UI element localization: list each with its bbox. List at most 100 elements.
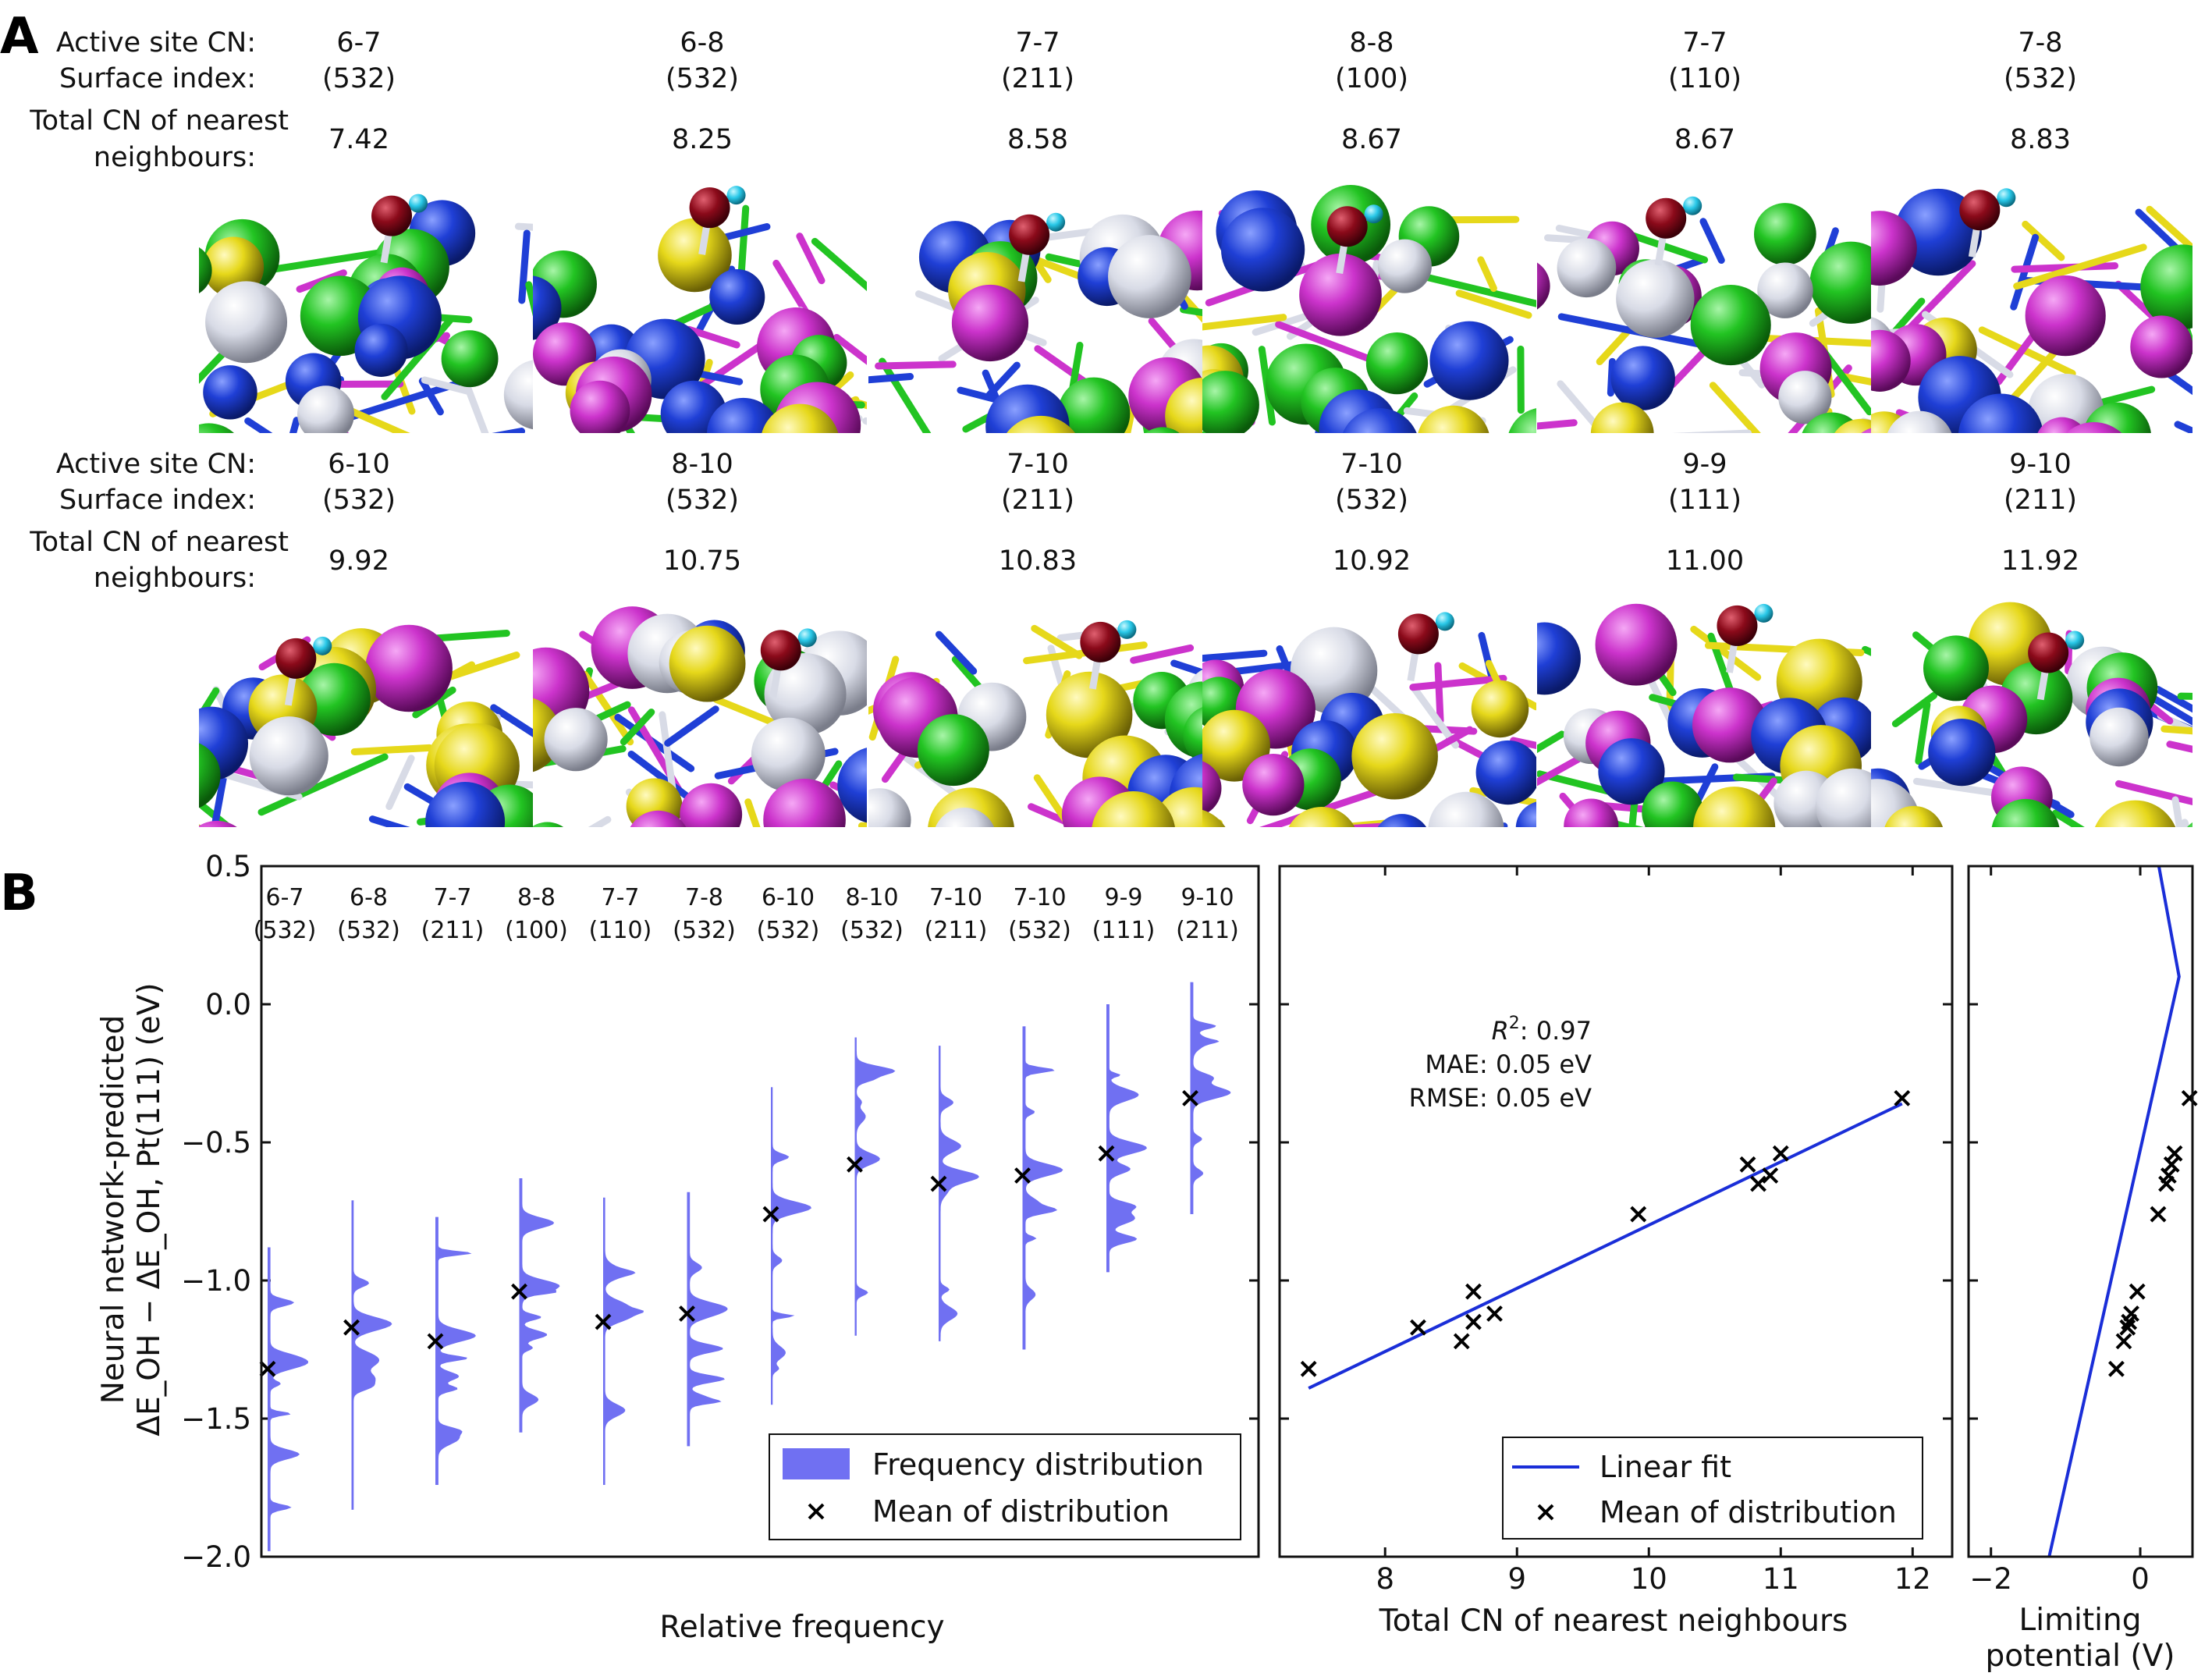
- category-surface-label: (532): [1008, 917, 1071, 944]
- hydrogen-atom: [1435, 612, 1454, 631]
- site-surface-index: (100): [1335, 63, 1408, 94]
- site-surface-index: (532): [666, 485, 739, 516]
- data-point: [2181, 1089, 2198, 1106]
- category-cn-label: 7-8: [685, 884, 723, 911]
- chart3-volcano: −2 0 Limiting potential (V): [1967, 865, 2198, 1674]
- site-cn: 8-10: [671, 449, 733, 480]
- oxygen-atom: [1080, 621, 1121, 662]
- site-total-cn: 11.92: [2001, 545, 2079, 577]
- panel-a-letter: A: [0, 8, 39, 66]
- oxygen-atom: [1959, 190, 2001, 231]
- chart1-legend-dist-label: Frequency distribution: [872, 1447, 1204, 1482]
- y-tick-label: −1.5: [181, 1402, 251, 1436]
- mean-marker: [343, 1319, 360, 1336]
- chart2-legend-box: [1502, 1437, 1923, 1540]
- data-point: [1762, 1167, 1779, 1184]
- hydrogen-atom: [1683, 196, 1702, 215]
- site-cn: 7-8: [2018, 27, 2062, 59]
- chart2-mae: MAE: 0.05 eV: [1425, 1050, 1592, 1079]
- site-cn: 7-10: [1340, 449, 1402, 480]
- active-site-label-row2: Active site CN:: [56, 449, 256, 480]
- site-structure-image: [868, 597, 1202, 827]
- site-total-cn: 9.92: [328, 545, 389, 577]
- hydrogen-atom: [1046, 212, 1066, 232]
- y-tick-label: 0.5: [205, 850, 251, 883]
- chart2-legend: Linear fit Mean of distribution: [1502, 1437, 1923, 1540]
- chart1-means: [259, 1089, 1198, 1377]
- site-structure-image: [868, 176, 1202, 433]
- chart1-legend-dist-swatch: [783, 1448, 850, 1479]
- chart1-violin: 0.5 0.0 −0.5 −1.0 −1.5 −2.0 6-7 (532) 6-8 (532) 7…: [181, 850, 1978, 1645]
- chart2-rmse: RMSE: 0.05 eV: [1409, 1083, 1592, 1113]
- y-tick-label: 0.0: [205, 988, 251, 1021]
- category-cn-label: 6-10: [762, 884, 815, 911]
- site-total-cn: 11.00: [1666, 545, 1744, 577]
- site-surface-index: (532): [666, 63, 739, 94]
- data-point: [2160, 1167, 2177, 1184]
- site-total-cn: 8.58: [1007, 124, 1068, 155]
- data-point: [1410, 1319, 1426, 1336]
- mean-marker: [1014, 1167, 1031, 1184]
- category-cn-label: 7-7: [602, 884, 640, 911]
- chart2-fit-line: [1308, 1102, 1903, 1390]
- oxygen-atom: [1009, 214, 1050, 255]
- data-point: [2119, 1319, 2136, 1336]
- data-point: [1772, 1145, 1789, 1162]
- chart2-points: [1300, 1089, 1911, 1377]
- site-cn: 9-10: [2009, 449, 2071, 480]
- frequency-distribution: [939, 1046, 979, 1341]
- data-point: [1750, 1175, 1766, 1192]
- hydrogen-atom: [313, 636, 332, 655]
- chart1-ylabel-line1: Neural network-predicted: [96, 1015, 131, 1405]
- total-cn-label-line2: neighbours:: [94, 142, 256, 173]
- linear-fit-line: [1308, 1102, 1903, 1390]
- chart2-frame: [1278, 865, 1954, 1558]
- hydrogen-atom: [726, 186, 746, 205]
- total-cn-label-row2-line2: neighbours:: [94, 563, 256, 594]
- category-surface-label: (211): [925, 917, 988, 944]
- chart1-ylabel: Neural network-predicted ΔE_OH − ΔE_OH, …: [96, 982, 167, 1436]
- category-surface-label: (211): [1176, 917, 1239, 944]
- oxygen-atom: [1646, 197, 1687, 239]
- y-tick-label: −0.5: [181, 1126, 251, 1160]
- site-surface-index: (110): [1668, 63, 1742, 94]
- site-structure-image: [1202, 176, 1536, 433]
- mean-marker: [1182, 1089, 1198, 1106]
- hydrogen-atom: [1117, 620, 1137, 639]
- site-total-cn: 10.83: [999, 545, 1077, 577]
- category-surface-label: (211): [421, 917, 485, 944]
- hydrogen-atom: [2065, 630, 2085, 650]
- mean-marker: [1098, 1145, 1115, 1162]
- data-point: [2108, 1360, 2125, 1377]
- site-cn: 6-7: [336, 27, 381, 59]
- site-surface-index: (211): [1001, 485, 1074, 516]
- site-structure-image: [1537, 597, 1871, 827]
- x-tick-label: 11: [1763, 1562, 1799, 1596]
- site-structure-image: [533, 176, 867, 433]
- data-point: [1894, 1089, 1911, 1106]
- data-point: [1465, 1283, 1482, 1300]
- chart3-volcano-line: [2047, 865, 2181, 1557]
- chart2-stats: R2: 0.97 MAE: 0.05 eV RMSE: 0.05 eV: [1409, 1014, 1592, 1113]
- chart2-legend-mean-marker: [1537, 1504, 1554, 1521]
- site-images: [199, 176, 2192, 827]
- mean-marker: [847, 1156, 863, 1173]
- frequency-distribution: [351, 1200, 392, 1510]
- site-structure-image: [199, 176, 533, 433]
- total-cn-label-row2-line1: Total CN of nearest: [29, 527, 289, 558]
- data-point: [1630, 1206, 1647, 1223]
- chart2-rmse-value: 0.05 eV: [1496, 1083, 1592, 1113]
- chart1-legend-mean-label: Mean of distribution: [872, 1494, 1170, 1529]
- mean-marker: [595, 1313, 612, 1330]
- x-tick-label: −2: [1969, 1562, 2012, 1596]
- oxygen-atom: [760, 630, 801, 671]
- chart1-legend-box: [769, 1433, 1241, 1540]
- category-surface-label: (532): [673, 917, 736, 944]
- site-surface-index: (532): [322, 63, 396, 94]
- chart2-x-ticks: 8 9 10 11 12: [1376, 866, 1931, 1596]
- category-surface-label: (110): [589, 917, 652, 944]
- data-point: [1486, 1305, 1503, 1322]
- active-site-label: Active site CN:: [56, 27, 256, 59]
- frequency-distribution: [435, 1216, 476, 1485]
